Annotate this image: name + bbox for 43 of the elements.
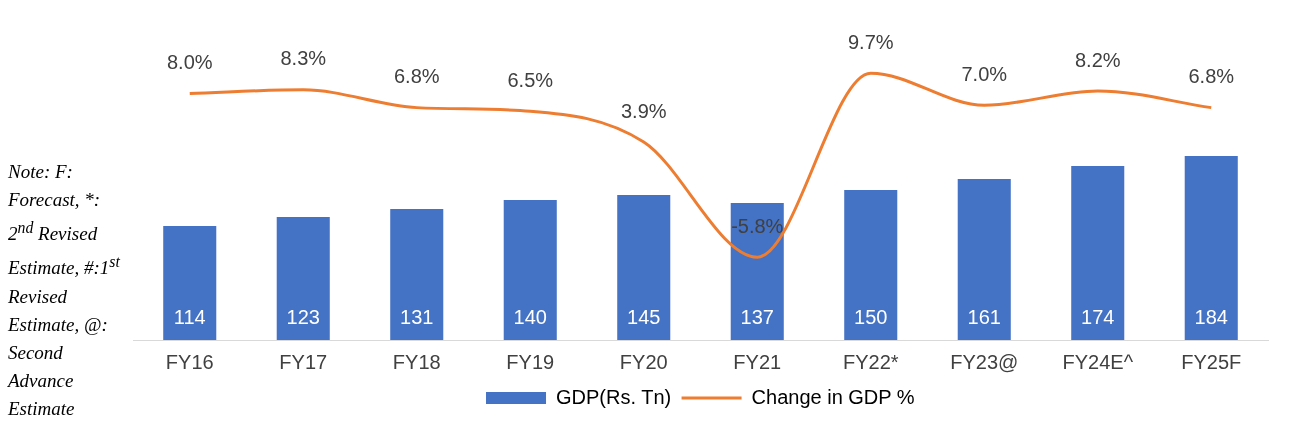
x-tick-label: FY21 (733, 350, 782, 373)
data-label: 137 (740, 305, 774, 328)
bar (163, 226, 217, 340)
x-tick-label: FY19 (506, 350, 555, 373)
data-label: 150 (854, 305, 888, 328)
data-label: 123 (286, 305, 320, 328)
bar (730, 203, 784, 340)
data-label: 3.9% (620, 99, 667, 122)
data-label: 6.8% (393, 65, 440, 88)
x-tick-label: FY22* (842, 350, 899, 373)
bar (957, 179, 1011, 340)
data-label: -5.8% (731, 214, 784, 237)
bar (844, 190, 898, 340)
bar (1184, 156, 1238, 340)
x-tick-label: FY17 (279, 350, 328, 373)
bar (1071, 166, 1125, 340)
x-tick-label: FY25F (1181, 350, 1242, 373)
data-label: 114 (173, 305, 206, 328)
data-label: 8.3% (280, 47, 327, 70)
bar (503, 200, 557, 340)
data-label: 8.0% (166, 50, 213, 73)
legend-label: GDP(Rs. Tn) (556, 385, 672, 408)
x-tick-label: FY23@ (950, 350, 1019, 373)
x-tick-label: FY24E^ (1062, 350, 1134, 373)
data-label: 145 (627, 305, 661, 328)
data-label: 131 (400, 305, 434, 328)
bar (276, 217, 330, 340)
x-tick-label: FY20 (619, 350, 668, 373)
data-label: 7.0% (961, 62, 1008, 85)
data-label: 9.7% (847, 30, 894, 53)
data-label: 140 (513, 305, 547, 328)
bar (390, 209, 444, 340)
data-label: 174 (1081, 305, 1115, 328)
data-label: 6.5% (507, 68, 554, 91)
data-label: 6.8% (1188, 65, 1235, 88)
data-label: 8.2% (1074, 48, 1121, 71)
data-label: 184 (1194, 305, 1228, 328)
text: Note: F: Forecast, *: 2$^{nd}$ Revised Estimate, #:1$^{st}$ Revised Estimate, @: Second Advance Estimate (8, 161, 120, 419)
bar (617, 195, 671, 340)
x-tick-label: FY16 (165, 350, 214, 373)
data-label: 161 (967, 305, 1001, 328)
x-tick-label: FY18 (392, 350, 441, 373)
legend-label: Change in GDP % (751, 385, 915, 408)
